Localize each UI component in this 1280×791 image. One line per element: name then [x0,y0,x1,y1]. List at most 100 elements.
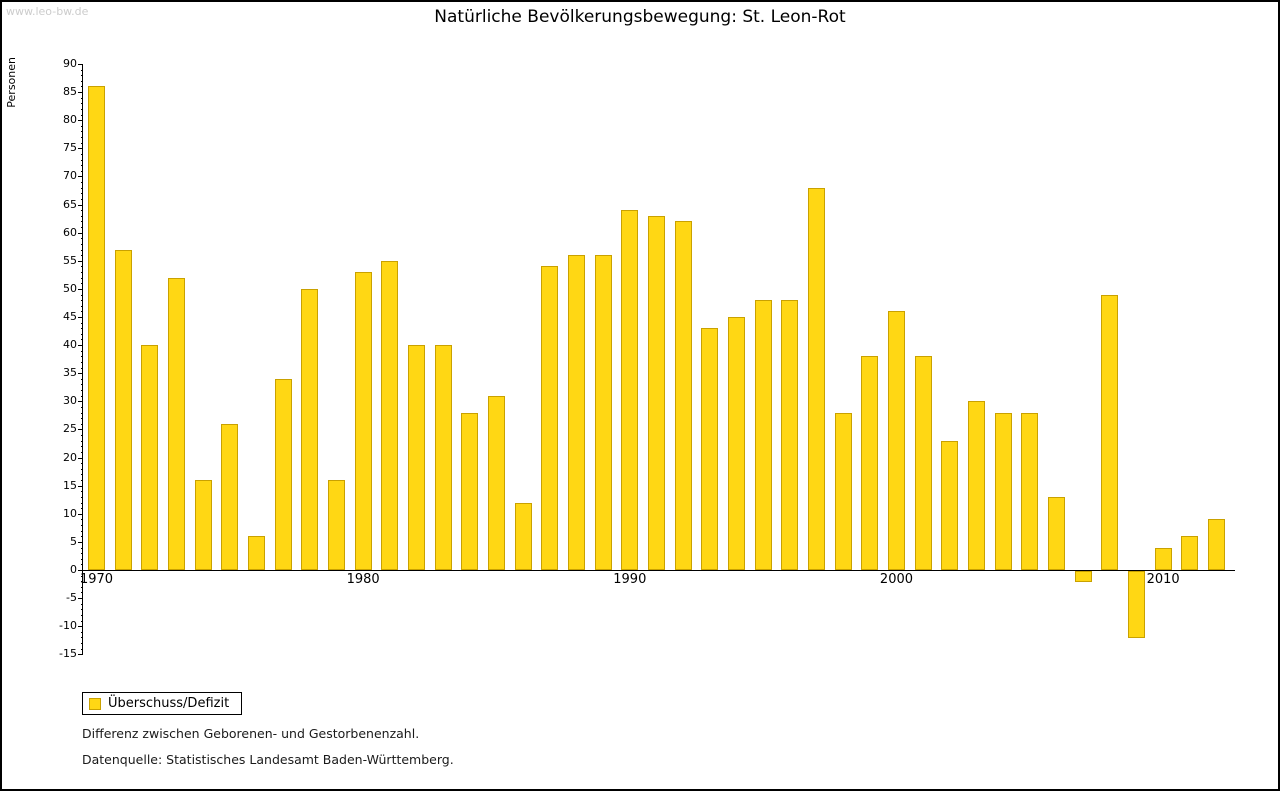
y-tick [78,260,83,262]
legend: Überschuss/Defizit [82,692,243,715]
bar-1971 [114,249,132,570]
bar-1974 [194,480,212,570]
y-minor-tick [81,502,83,504]
bar-2009 [1127,571,1145,639]
y-minor-tick [81,440,83,442]
y-minor-tick [81,643,83,645]
bar-1986 [514,502,532,570]
y-minor-tick [81,463,83,465]
y-tick-label: 40 [63,338,77,352]
y-tick-label: 90 [63,57,77,70]
bar-1981 [381,260,399,570]
y-tick-label: 75 [63,141,77,155]
y-minor-tick [81,170,83,172]
y-minor-tick [81,137,83,139]
bar-1991 [647,215,665,570]
y-minor-tick [81,508,83,510]
y-minor-tick [81,350,83,352]
y-minor-tick [81,210,83,212]
y-tick-label: 35 [63,366,77,380]
y-minor-tick [81,165,83,167]
y-tick-label: 5 [70,534,77,548]
bar-1988 [567,255,585,570]
y-tick [78,570,83,571]
x-tick-label-1990: 1990 [613,572,647,587]
y-minor-tick [81,198,83,200]
bar-1985 [487,395,505,570]
y-tick-label: 25 [63,422,77,436]
bar-2005 [1021,412,1039,570]
y-minor-tick [81,592,83,594]
y-tick-label: 10 [63,506,77,520]
y-minor-tick [81,153,83,155]
y-tick-label: 30 [63,394,77,408]
bar-2003 [967,401,985,570]
y-tick [78,513,83,515]
y-minor-tick [81,412,83,414]
y-minor-tick [81,243,83,245]
y-minor-tick [81,575,83,577]
legend-swatch-icon [89,697,101,710]
bar-2011 [1181,536,1199,570]
y-minor-tick [81,356,83,358]
y-minor-tick [81,474,83,476]
y-tick [78,204,83,206]
bar-1976 [247,536,265,570]
y-minor-tick [81,266,83,268]
y-minor-tick [81,333,83,335]
y-tick [78,485,83,487]
bar-1989 [594,255,612,570]
y-tick [78,148,83,150]
y-minor-tick [81,378,83,380]
x-tick-label-1970: 1970 [79,572,114,587]
y-tick-label: 15 [63,478,77,492]
y-minor-tick [81,530,83,532]
y-minor-tick [81,75,83,77]
x-tick-label-2010: 2010 [1146,572,1180,587]
y-minor-tick [81,305,83,307]
y-minor-tick [81,277,83,279]
bar-1993 [701,328,719,570]
y-minor-tick [81,614,83,616]
y-tick [78,345,83,347]
y-minor-tick [81,125,83,127]
bar-2001 [914,356,932,570]
y-minor-tick [81,586,83,588]
bar-1983 [434,345,452,570]
bar-2002 [941,440,959,570]
y-minor-tick [81,395,83,397]
bar-1995 [754,300,772,570]
y-minor-tick [81,468,83,470]
y-minor-tick [81,255,83,257]
y-minor-tick [81,361,83,363]
y-minor-tick [81,480,83,482]
y-minor-tick [81,367,83,369]
y-tick [78,654,83,656]
bar-2010 [1154,547,1172,570]
bar-2004 [994,412,1012,570]
y-tick [78,598,83,600]
y-minor-tick [81,536,83,538]
y-minor-tick [81,339,83,341]
y-minor-tick [81,620,83,622]
y-tick-label: 0 [70,563,77,576]
y-tick [78,288,83,290]
y-minor-tick [81,215,83,217]
y-minor-tick [81,609,83,611]
x-axis-zero-line [83,570,1235,571]
y-minor-tick [81,451,83,453]
y-minor-tick [81,131,83,133]
y-minor-tick [81,406,83,408]
bar-1992 [674,221,692,570]
plot-area: -15 -10 -5 0 5 10 15 20 25 30 35 40 45 50 55 60 65 70 75 80… [59,57,1235,660]
bar-1990 [621,210,639,570]
y-minor-tick [81,238,83,240]
chart-title: Natürliche Bevölkerungsbewegung: St. Leo… [434,7,846,27]
y-minor-tick [81,547,83,549]
y-minor-tick [81,446,83,448]
footnote-description: Differenz zwischen Geborenen- und Gestor… [82,726,420,741]
y-minor-tick [81,227,83,229]
bar-1998 [834,412,852,570]
y-minor-tick [81,637,83,639]
